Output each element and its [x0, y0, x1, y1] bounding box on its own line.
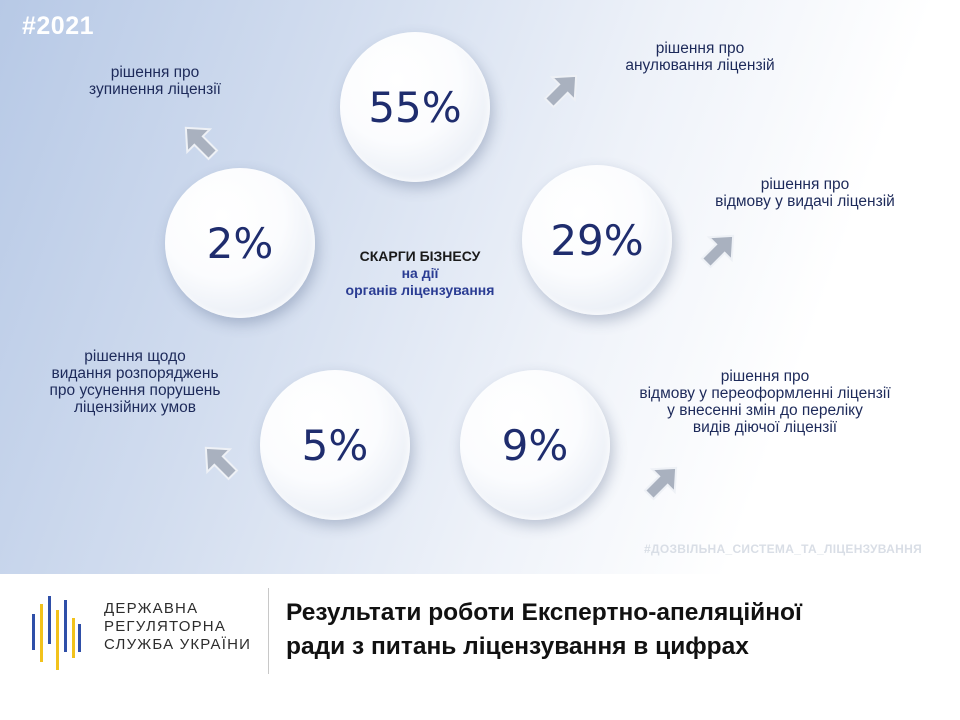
stat-caption-reissue-refusal: рішення про відмову у переоформленні ліц… [639, 368, 891, 436]
stat-value: 55% [368, 82, 462, 132]
center-title: СКАРГИ БІЗНЕСУ на дії органів ліцензуван… [345, 248, 495, 298]
headline: Результати роботи Експертно-апеляційної … [286, 599, 802, 660]
stat-caption-cancellation: рішення про анулювання ліцензій [625, 40, 775, 74]
infographic-panel: #2021 55% рішення про анулювання ліцензі… [0, 0, 960, 574]
stat-caption-suspension: рішення про зупинення ліцензії [89, 64, 221, 98]
arrow-up-right-icon [643, 466, 678, 501]
bottom-hashtag: #ДОЗВІЛЬНА_СИСТЕМА_ТА_ЛІЦЕНЗУВАННЯ [644, 542, 922, 556]
footer-divider [268, 588, 269, 674]
organization-name: ДЕРЖАВНА РЕГУЛЯТОРНА СЛУЖБА УКРАЇНИ [104, 600, 252, 653]
stat-value: 9% [501, 420, 569, 470]
arrow-up-right-icon [543, 74, 578, 109]
footer: ДЕРЖАВНА РЕГУЛЯТОРНА СЛУЖБА УКРАЇНИ Резу… [0, 574, 960, 720]
arrow-up-left-icon [184, 126, 219, 161]
stat-value: 2% [206, 218, 274, 268]
stat-circle-orders: 5% [260, 370, 410, 520]
arrow-up-left-icon [204, 446, 239, 481]
regulatory-service-logo-icon [32, 596, 81, 670]
year-hashtag: #2021 [22, 12, 95, 40]
stat-caption-orders: рішення щодо видання розпоряджень про ус… [49, 348, 221, 416]
stat-value: 5% [301, 420, 369, 470]
stat-circle-issuance-refusal: 29% [522, 165, 672, 315]
stat-caption-issuance-refusal: рішення про відмову у видачі ліцензій [715, 176, 895, 210]
stat-circle-reissue-refusal: 9% [460, 370, 610, 520]
arrow-up-right-icon [700, 234, 735, 269]
stat-circle-suspension: 2% [165, 168, 315, 318]
stat-value: 29% [550, 215, 644, 265]
stat-circle-cancellation: 55% [340, 32, 490, 182]
